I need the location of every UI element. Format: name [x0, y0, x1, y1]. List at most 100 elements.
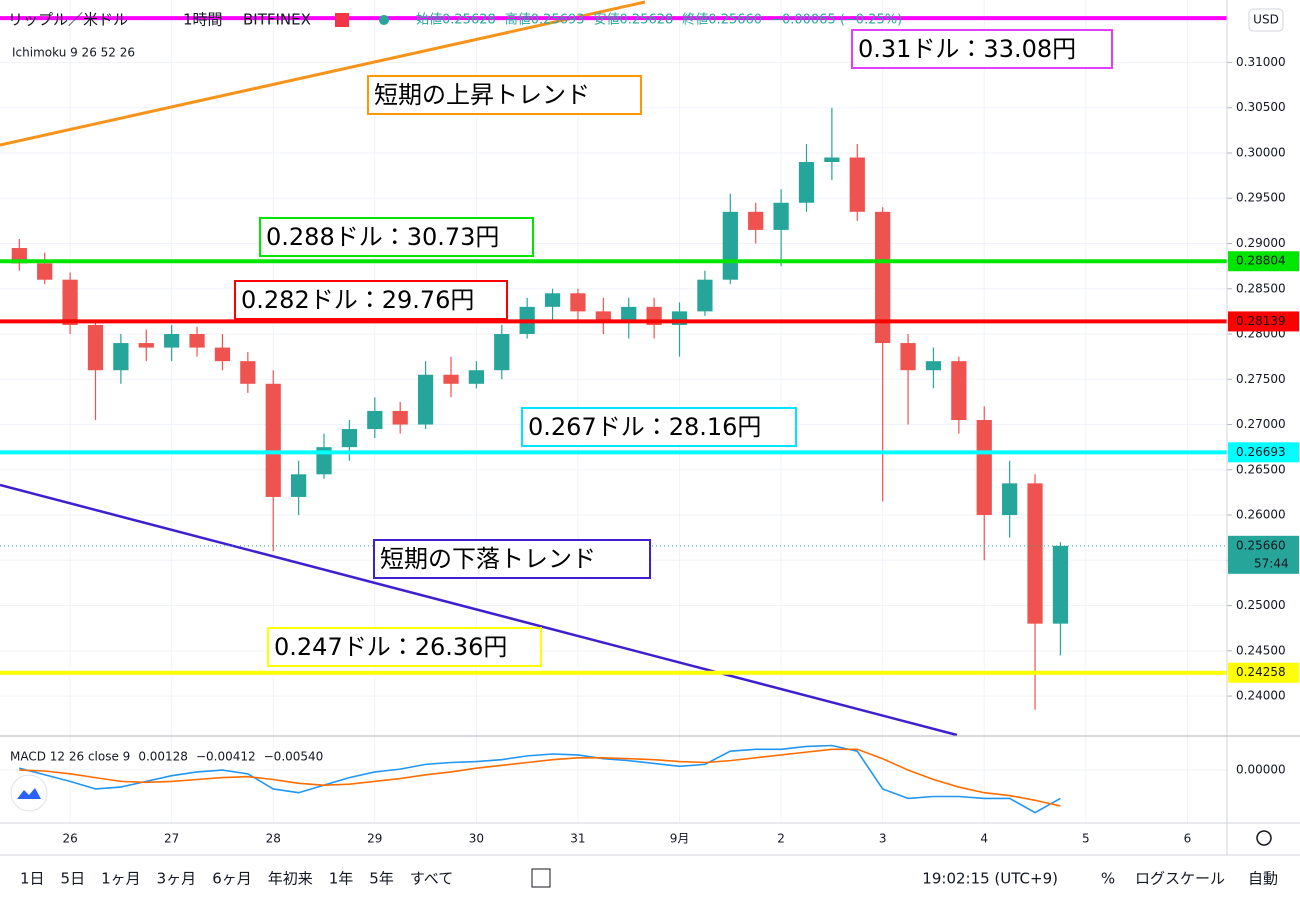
range-button[interactable]: 1年 [329, 870, 354, 888]
currency-badge[interactable] [1248, 8, 1284, 32]
ohlc-value: 安値0.25628 [594, 12, 674, 28]
x-tick-label: 9月 [670, 832, 690, 846]
candle-body [240, 361, 256, 384]
status-flag [335, 13, 349, 27]
candle-body [748, 211, 764, 230]
y-tick-label: 0.27000 [1236, 417, 1286, 431]
candle-body [1052, 545, 1069, 624]
countdown: 57:44 [1254, 556, 1289, 570]
annotation-text: 0.247ドル：26.36円 [274, 633, 507, 661]
logo[interactable] [10, 774, 48, 812]
candle-body [875, 211, 891, 344]
candle-body [595, 311, 611, 321]
exchange: BITFINEX [243, 11, 311, 29]
y-tick-label: 0.26000 [1236, 508, 1286, 522]
range-button[interactable]: 年初来 [268, 870, 313, 888]
range-button[interactable]: すべて [410, 870, 453, 888]
range-button[interactable]: 6ヶ月 [212, 870, 252, 888]
plot: 26 27 28 29 30 31 9月 2 3 4 5 6 0.31000 0.30500 0.30000… [0, 16, 1286, 846]
candle-body [291, 474, 307, 497]
candle-body [189, 334, 205, 348]
goto-date[interactable] [531, 868, 551, 888]
y-tick-label: 0.29500 [1236, 191, 1286, 205]
range-button[interactable]: 5年 [369, 870, 394, 888]
annotation-box [267, 627, 542, 667]
y-tick-label: 0.30500 [1236, 100, 1286, 114]
annotation-box [373, 539, 651, 579]
candle-body [37, 263, 53, 280]
range-button[interactable]: 1ヶ月 [101, 870, 141, 888]
candle-body [722, 211, 738, 280]
candle-body [697, 279, 713, 312]
annotation-text: 0.288ドル：30.73円 [266, 223, 499, 251]
x-tick-label: 27 [164, 832, 179, 846]
auto-scale[interactable]: 自動 [1248, 870, 1278, 888]
y-tick-label: 0.00000 [1236, 763, 1286, 777]
candle-body [849, 157, 865, 212]
range-button[interactable]: 5日 [61, 870, 86, 888]
x-tick-label: 30 [469, 832, 484, 846]
candle-body [925, 361, 942, 371]
ohlc-value: 始値0.25628 [416, 12, 496, 28]
candle-body [976, 420, 992, 516]
annotation-text: 短期の上昇トレンド [374, 81, 590, 109]
price-level-label: 0.28804 [1236, 254, 1286, 268]
price-level-tag [1228, 251, 1299, 272]
annotation-text: 0.282ドル：29.76円 [241, 286, 474, 314]
uptrend-line [0, 0, 646, 147]
annotation-box [259, 217, 534, 257]
indicator-label: Ichimoku 9 26 52 26 [12, 46, 135, 60]
candle-body [214, 347, 231, 362]
x-tick-label: 28 [266, 832, 281, 846]
log-scale[interactable]: ログスケール [1135, 870, 1225, 888]
x-tick-label: 29 [367, 832, 382, 846]
candle-body [570, 293, 586, 312]
annotation-text: 0.267ドル：28.16円 [528, 413, 761, 441]
candle-body [494, 334, 510, 371]
annotation-box [851, 29, 1113, 69]
price-level-label: 0.24258 [1236, 665, 1286, 679]
candle-body [164, 334, 180, 348]
y-tick-label: 0.26500 [1236, 462, 1286, 476]
annotation-box [521, 407, 797, 447]
candle-body [138, 343, 154, 348]
candle-body [1027, 483, 1043, 624]
x-tick-label: 6 [1184, 832, 1192, 846]
price-level-tag [1228, 662, 1299, 683]
market-status [379, 15, 389, 25]
percent-scale[interactable]: % [1101, 870, 1115, 888]
y-tick-label: 0.24000 [1236, 689, 1286, 703]
range-button[interactable]: 1日 [20, 870, 45, 888]
price-level-label: 0.28139 [1236, 314, 1286, 328]
ohlc-value: 高値0.25693 [505, 12, 585, 28]
y-tick-label: 0.24500 [1236, 643, 1286, 657]
currency[interactable]: USD [1253, 13, 1279, 27]
candle-body [392, 410, 408, 425]
overlay: リップル／米ドル 1時間 BITFINEX Ichimoku 9 26 52 2… [8, 8, 1299, 888]
x-tick-label: 4 [980, 832, 988, 846]
macd-line [19, 748, 1061, 807]
settings[interactable] [1256, 830, 1272, 846]
annotation-text: 短期の下落トレンド [380, 545, 596, 573]
range-button[interactable]: 3ヶ月 [157, 870, 197, 888]
candle-body [265, 383, 281, 497]
annotation-text: 0.31ドル：33.08円 [858, 35, 1076, 63]
last-price-label: 0.25660 [1236, 538, 1286, 552]
macd-line [19, 744, 1061, 814]
y-tick-label: 0.30000 [1236, 145, 1286, 159]
candle-body [443, 374, 459, 384]
ohlc-value: −0.00065 (−0.25%) [771, 13, 902, 28]
indicator-title: MACD 12 26 close 9 [10, 750, 130, 764]
x-tick-label: 26 [62, 832, 77, 846]
ohlc-value: 終値0.25660 [682, 12, 762, 28]
y-tick-label: 0.28500 [1236, 281, 1286, 295]
candle-body [798, 162, 815, 203]
candle-body [113, 343, 129, 371]
y-tick-label: 0.31000 [1236, 55, 1286, 69]
indicator-value: 0.00128 [138, 750, 188, 764]
candle-body [1002, 483, 1018, 516]
x-tick-label: 5 [1082, 832, 1090, 846]
candle-body [468, 370, 484, 384]
x-tick-label: 2 [777, 832, 785, 846]
